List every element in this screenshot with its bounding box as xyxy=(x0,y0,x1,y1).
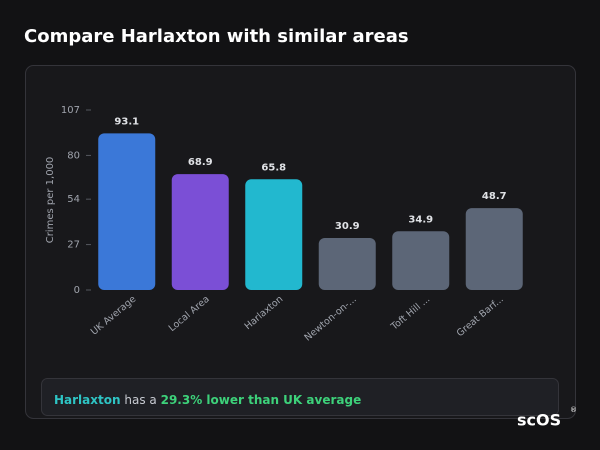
bar xyxy=(318,238,376,290)
value-label: 48.7 xyxy=(482,191,507,202)
summary-box xyxy=(41,378,559,416)
summary-highlight: 29.3% lower than UK average xyxy=(161,393,362,407)
value-label: 65.8 xyxy=(261,162,286,173)
bar xyxy=(465,208,523,290)
value-label: 30.9 xyxy=(335,221,360,232)
value-label: 34.9 xyxy=(408,214,433,225)
summary-text: Harlaxton has a 29.3% lower than UK aver… xyxy=(54,393,361,407)
bar xyxy=(98,133,156,290)
logo-mark: ® xyxy=(570,406,577,414)
y-tick-label: 0 xyxy=(74,285,80,296)
y-tick-label: 107 xyxy=(61,105,80,116)
y-tick-label: 54 xyxy=(67,194,80,205)
logo: scOS xyxy=(517,411,561,430)
bar xyxy=(245,179,303,290)
bar xyxy=(171,174,229,290)
bar xyxy=(392,231,450,290)
summary-area: Harlaxton xyxy=(54,393,121,407)
value-label: 93.1 xyxy=(114,116,139,127)
page-title: Compare Harlaxton with similar areas xyxy=(24,26,409,47)
y-tick-label: 27 xyxy=(67,240,80,251)
y-tick-label: 80 xyxy=(67,150,80,161)
value-label: 68.9 xyxy=(188,157,213,168)
summary-connector: has a xyxy=(124,393,156,407)
y-axis-label: Crimes per 1,000 xyxy=(45,157,56,244)
